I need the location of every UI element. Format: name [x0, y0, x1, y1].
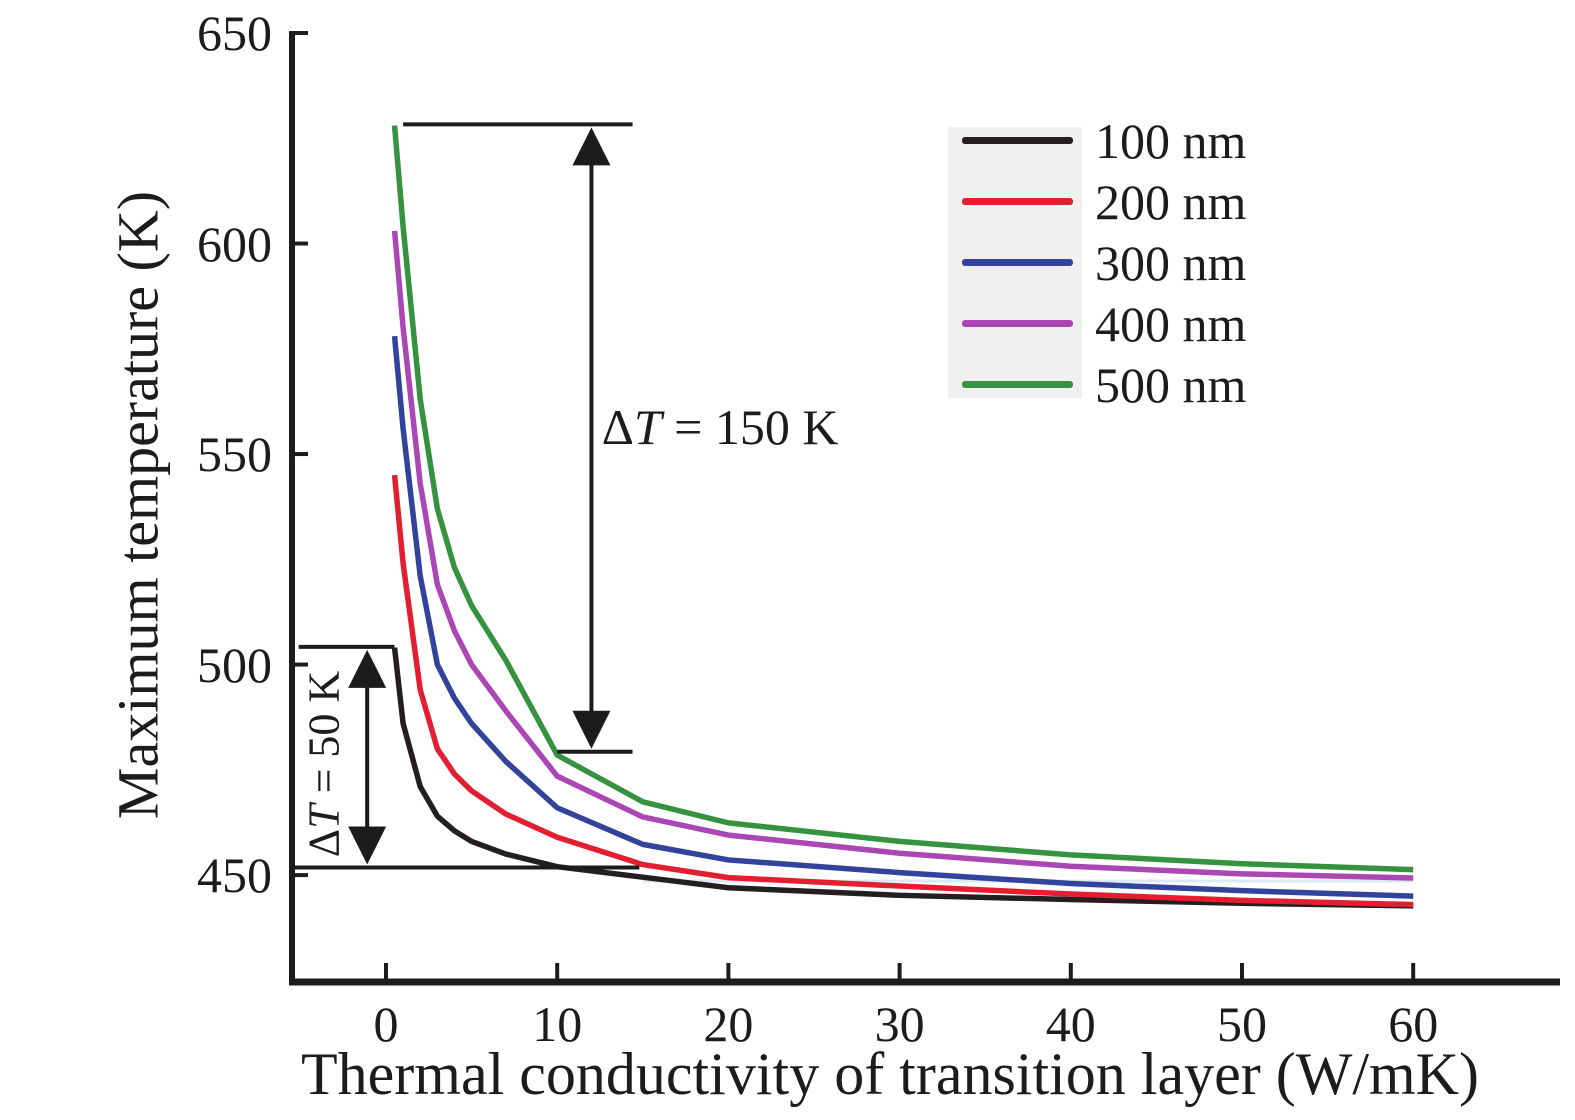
dt150-label-prefix: Δ: [601, 398, 634, 455]
legend-swatch: [962, 381, 1073, 388]
legend-item: 500 nm: [948, 354, 1246, 415]
x-tick-label: 50: [1217, 996, 1267, 1052]
dt50-label: ΔT = 50 K: [299, 670, 350, 856]
x-axis-title: Thermal conductivity of transition layer…: [301, 1041, 1479, 1107]
series-line-100-nm: [391, 647, 1414, 909]
legend-swatch: [962, 259, 1073, 266]
dt150-label-symbol: T: [633, 398, 662, 455]
dt50-label-symbol: T: [299, 803, 349, 829]
legend-swatch: [962, 198, 1073, 205]
legend-label: 300 nm: [1095, 234, 1247, 291]
x-tick-label: 0: [373, 996, 399, 1052]
legend-label: 400 nm: [1095, 295, 1247, 352]
x-tick-label: 60: [1388, 996, 1439, 1052]
legend-label: 200 nm: [1095, 173, 1247, 230]
legend: 100 nm 200 nm 300 nm 400 nm 500 nm: [948, 110, 1246, 415]
dt150-label-rest: = 150 K: [661, 398, 839, 455]
series-line-200-nm: [391, 474, 1414, 908]
legend-swatch: [962, 320, 1073, 327]
x-tick-label: 10: [532, 996, 583, 1052]
y-tick-label: 500: [197, 636, 272, 693]
y-tick-label: 650: [197, 5, 272, 61]
y-axis-title: Maximum temperature (K): [105, 190, 171, 820]
dt50-label-rest: = 50 K: [299, 670, 349, 804]
dt50-label-prefix: Δ: [299, 828, 349, 857]
dt150-arrowhead-up: [572, 127, 611, 166]
legend-item: 400 nm: [948, 293, 1246, 354]
dt50-arrowhead-down: [348, 826, 387, 865]
series-line-300-nm: [391, 335, 1414, 899]
dt150-arrowhead-down: [572, 710, 611, 749]
series-line-500-nm: [391, 125, 1414, 873]
x-tick-label: 30: [874, 996, 925, 1052]
y-tick-label: 450: [197, 847, 272, 904]
legend-label: 500 nm: [1095, 356, 1247, 413]
legend-item: 300 nm: [948, 232, 1246, 293]
series-line-400-nm: [391, 230, 1414, 881]
y-tick-label: 600: [197, 215, 272, 272]
dt150-label: ΔT = 150 K: [602, 398, 839, 456]
dt50-arrowhead-up: [348, 649, 387, 688]
legend-swatch: [962, 137, 1073, 144]
legend-item: 100 nm: [948, 110, 1246, 171]
legend-label: 100 nm: [1095, 112, 1247, 169]
y-tick-label: 550: [197, 426, 272, 483]
legend-item: 200 nm: [948, 171, 1246, 232]
x-tick-label: 40: [1045, 996, 1096, 1052]
x-tick-label: 20: [703, 996, 754, 1052]
